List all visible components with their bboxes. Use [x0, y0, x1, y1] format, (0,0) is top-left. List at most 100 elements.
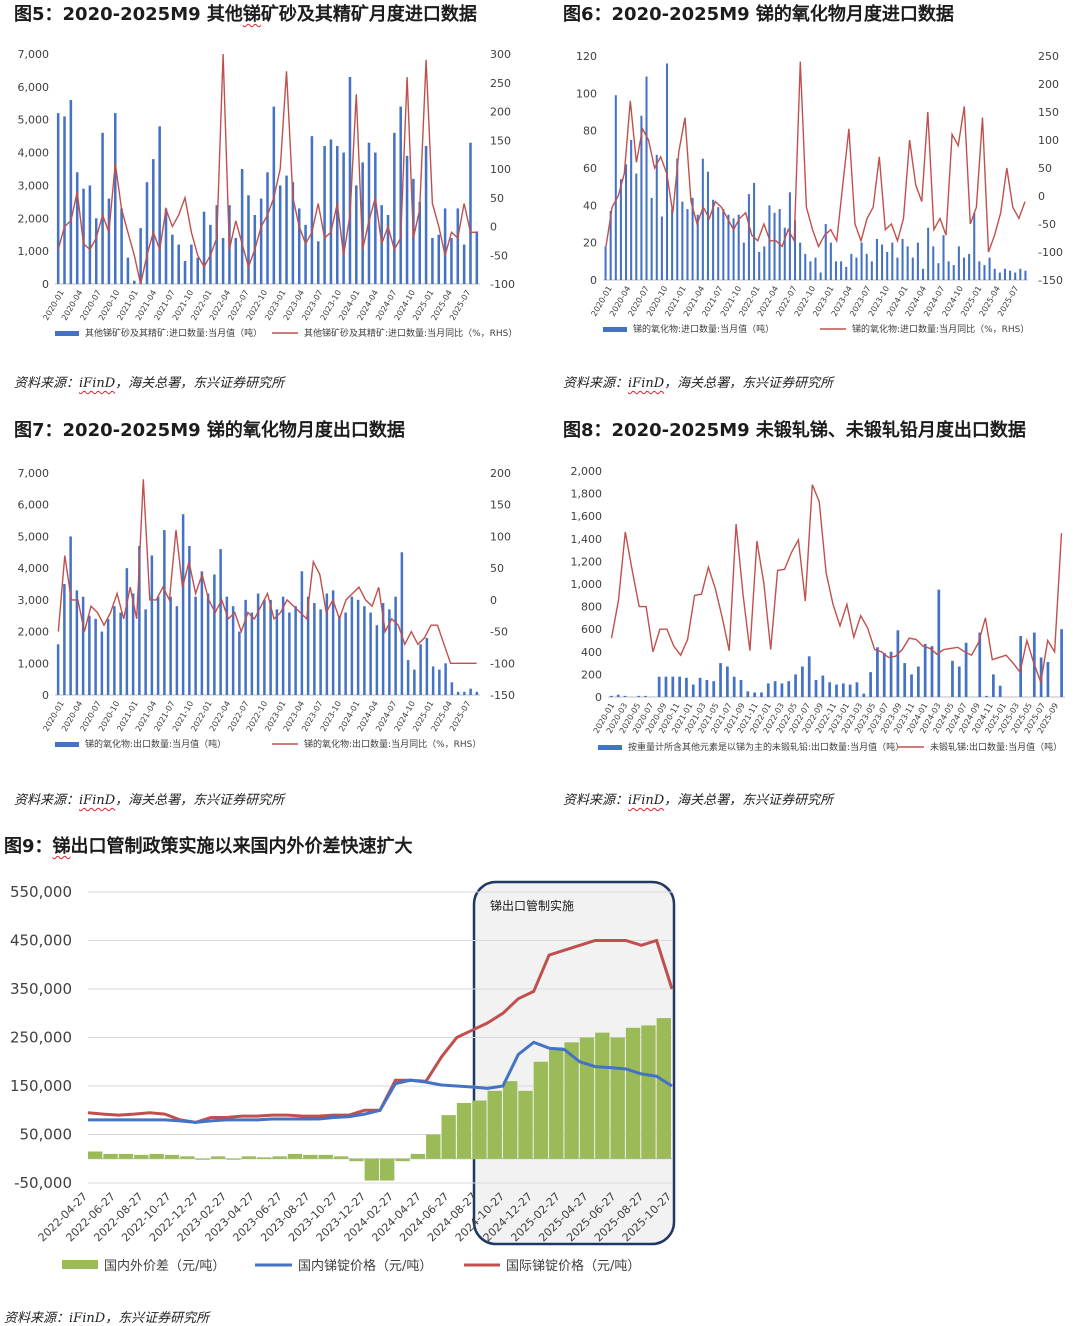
fig8-bar: [760, 692, 763, 697]
fig8-bar: [903, 663, 907, 697]
fig7-chart: 0 1,000 2,000 3,000 4,000 5,000 6,000 7,000 -150…: [18, 467, 515, 750]
fig5-y2tick: 50: [490, 192, 504, 205]
fig9-chart: 锑出口管制实施 -50,000 50,000 150,000 250,000 350,00…: [10, 880, 676, 1274]
fig6-bar: [747, 194, 750, 280]
fig5-bar: [405, 155, 409, 284]
fig7-bar: [331, 590, 335, 695]
fig9-ytick: 250,000: [10, 1029, 72, 1047]
fig5-bar: [56, 113, 60, 285]
fig8-bar: [889, 651, 893, 697]
fig6-bar: [727, 214, 730, 280]
fig6-bar: [773, 212, 776, 280]
fig6-bar: [834, 261, 838, 280]
fig7-y2tick: 0: [490, 594, 497, 607]
fig6-ytick: 80: [583, 125, 597, 138]
fig6-bar: [952, 265, 955, 280]
fig8-bar: [930, 646, 934, 697]
fig7-bar: [413, 669, 416, 695]
fig9-spread-bar: [456, 1102, 472, 1159]
fig8-bar: [616, 694, 620, 697]
fig9-spread-bar: [103, 1153, 118, 1159]
fig5-y2tick: 200: [490, 106, 511, 119]
fig8-bar: [964, 642, 968, 697]
fig9-legend-domestic-label: 国内锑锭价格（元/吨）: [298, 1258, 432, 1274]
fig6-bar: [625, 164, 628, 280]
fig6-bar: [732, 218, 735, 280]
fig6-bar: [768, 205, 771, 280]
fig8-ytick: 200: [581, 668, 602, 681]
fig5-bar: [380, 205, 383, 284]
fig7-bar: [369, 612, 372, 695]
fig5-title: 图5：2020-2025M9 其他锑矿砂及其精矿月度进口数据: [14, 4, 477, 25]
fig5-bar: [342, 152, 345, 284]
fig8-bar: [951, 660, 954, 697]
fig7-bar: [463, 691, 466, 695]
fig6-series-line: [605, 61, 1026, 253]
fig8-bar: [807, 656, 811, 697]
fig9-source: 资料来源：iFinD，东兴证券研究所: [4, 1311, 210, 1326]
fig9-spread-bar: [210, 1156, 226, 1159]
fig9-spread-bar: [226, 1158, 241, 1160]
fig7-bar: [106, 618, 110, 695]
fig7-bar: [281, 596, 285, 695]
fig6-bar: [696, 214, 699, 280]
fig9-spread-bar: [410, 1153, 426, 1159]
fig6-bar: [855, 257, 858, 280]
fig9-spread-bar: [518, 1090, 533, 1159]
fig6-bar: [983, 265, 986, 280]
fig8-bar: [773, 681, 777, 697]
fig6-bar: [635, 173, 638, 280]
fig5-bar: [348, 77, 352, 284]
fig5-ytick: 0: [42, 278, 49, 291]
fig6-bar: [1003, 268, 1006, 280]
fig8-ytick: 600: [581, 623, 602, 636]
fig6-bar: [922, 268, 925, 280]
fig5-bar: [202, 211, 206, 284]
fig6-bar: [906, 246, 909, 280]
fig8-bar: [882, 652, 886, 697]
fig8-bar: [610, 695, 613, 697]
fig5-bar: [367, 142, 371, 284]
fig6-bar: [927, 227, 930, 280]
fig8-bar: [766, 683, 770, 697]
fig9-spread-bar: [395, 1158, 410, 1162]
fig6-bar: [706, 171, 709, 280]
fig7-bar: [75, 590, 79, 695]
fig8-bar: [828, 682, 832, 697]
fig7-y2tick: 50: [490, 562, 504, 575]
fig5-legend-bar-swatch: [55, 331, 79, 336]
fig8-bar: [821, 675, 825, 697]
fig5-bar: [215, 205, 219, 284]
fig5-y2tick: -50: [490, 249, 508, 262]
fig5-bar: [82, 188, 85, 284]
fig6-legend-bar-swatch: [603, 327, 627, 332]
fig8-bar: [896, 630, 900, 697]
fig7-bar: [69, 536, 72, 695]
fig7-bar: [388, 609, 391, 695]
fig8-bar: [916, 666, 920, 697]
fig6-ytick: 60: [583, 162, 597, 175]
fig5-ytick: 7,000: [18, 48, 50, 61]
fig6-bar: [973, 212, 976, 280]
fig6-y2tick: -100: [1038, 246, 1063, 259]
fig6-bar: [609, 210, 612, 280]
fig8-source: 资料来源：iFinD，海关总署，东兴证券研究所: [563, 793, 834, 808]
fig5-bar: [152, 159, 155, 284]
fig6-title: 图6：2020-2025M9 锑的氧化物月度进口数据: [563, 4, 954, 25]
fig5-bar: [101, 132, 104, 284]
fig6-bar: [891, 242, 894, 280]
fig6-bar: [717, 207, 720, 280]
fig7-bar: [219, 549, 222, 695]
fig6-bar: [645, 76, 648, 281]
fig7-bar: [119, 612, 122, 695]
fig5-bar: [291, 182, 295, 284]
fig5-bar: [361, 162, 364, 284]
fig9-ytick: 450,000: [10, 932, 72, 950]
fig5-bar: [297, 208, 301, 284]
fig6-bar: [671, 209, 674, 280]
fig6-legend-bar-label: 锑的氧化物:进口数量:当月值（吨）: [633, 323, 774, 335]
fig9-spread-bar: [610, 1037, 625, 1159]
fig9-spread-bar: [656, 1018, 671, 1159]
fig6-bar: [819, 272, 822, 280]
fig8-bar: [1046, 661, 1050, 697]
